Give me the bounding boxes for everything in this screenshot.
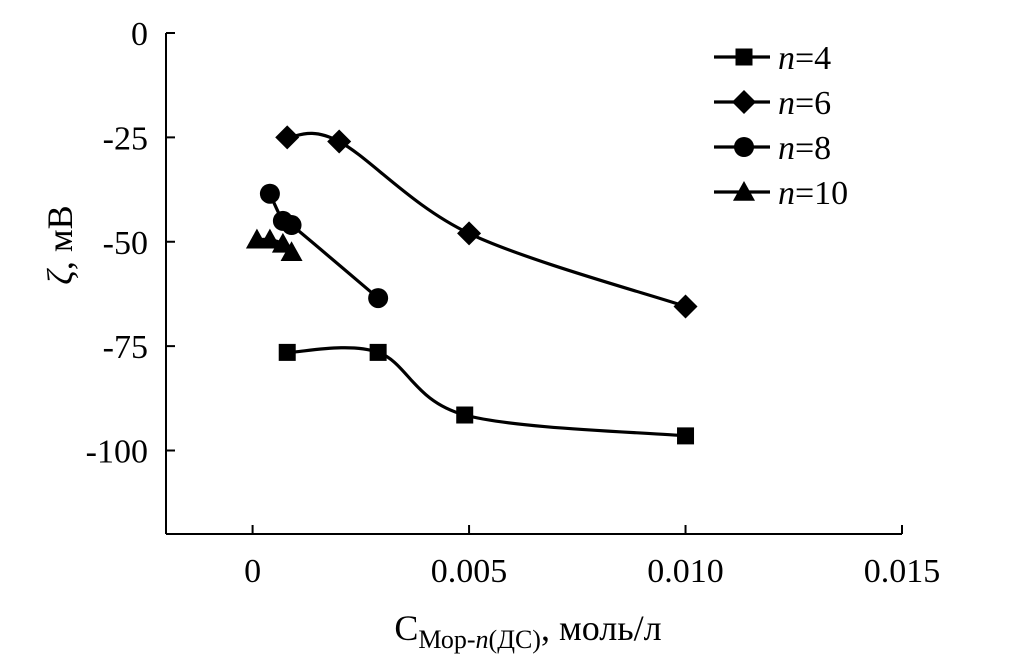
data-point-0 bbox=[677, 427, 695, 445]
legend-label-suffix: =6 bbox=[795, 85, 831, 122]
legend-label-prefix: n bbox=[778, 40, 795, 77]
data-point-3 bbox=[280, 241, 303, 261]
data-point-1 bbox=[457, 221, 482, 246]
data-point-3 bbox=[258, 228, 281, 249]
data-point-0 bbox=[456, 406, 474, 424]
y-axis-title-symbol: ζ bbox=[40, 268, 80, 285]
series-lines bbox=[256, 131, 687, 438]
legend-marker bbox=[735, 48, 753, 66]
x-tick-label: 0 bbox=[244, 553, 261, 590]
legend-label: n=6 bbox=[778, 85, 831, 122]
x-axis-title-sub-end: (ДС) bbox=[489, 625, 541, 654]
data-point-1 bbox=[275, 125, 300, 150]
series-line-1 bbox=[287, 131, 687, 308]
x-tick-label: 0.005 bbox=[431, 553, 508, 590]
data-point-0 bbox=[278, 343, 296, 361]
x-axis-title-rest: , моль/л bbox=[541, 608, 662, 648]
legend-item-2: n=8 bbox=[714, 130, 831, 167]
x-axis-title-sub-italic: n bbox=[476, 625, 489, 654]
y-tick-label: -75 bbox=[103, 329, 148, 366]
data-point-2 bbox=[259, 183, 280, 204]
y-tick-label: -100 bbox=[86, 434, 148, 471]
series-line-0 bbox=[287, 346, 686, 438]
x-axis-title-sub: Мор- bbox=[418, 625, 475, 654]
x-axis-title: CМор-n(ДС), моль/л bbox=[394, 608, 661, 654]
data-point-1 bbox=[327, 129, 352, 154]
x-tick-label: 0.015 bbox=[864, 553, 941, 590]
x-axis-title-main: C bbox=[394, 608, 418, 648]
data-point-2 bbox=[281, 215, 302, 236]
y-axis-title: ζ, мВ bbox=[40, 205, 80, 284]
legend-item-0: n=4 bbox=[714, 40, 831, 77]
legend-label-prefix: n bbox=[778, 130, 795, 167]
legend-label-suffix: =4 bbox=[795, 40, 831, 77]
series-markers bbox=[245, 125, 698, 445]
y-tick-label: -50 bbox=[103, 225, 148, 262]
legend-marker bbox=[734, 137, 754, 157]
x-tick-label: 0.010 bbox=[647, 553, 724, 590]
legend-label: n=8 bbox=[778, 130, 831, 167]
data-point-2 bbox=[368, 288, 389, 309]
legend-label: n=10 bbox=[778, 175, 848, 212]
legend: n=4n=6n=8n=10 bbox=[714, 40, 848, 212]
data-point-1 bbox=[673, 294, 698, 319]
legend-item-3: n=10 bbox=[714, 175, 848, 212]
legend-label: n=4 bbox=[778, 40, 831, 77]
data-point-0 bbox=[369, 343, 387, 361]
legend-label-prefix: n bbox=[778, 175, 795, 212]
axes: 0 -25 -50 -75 -100 0 0.005 0.010 0.015 bbox=[86, 16, 941, 590]
legend-marker bbox=[733, 181, 755, 201]
y-tick-label: -25 bbox=[103, 120, 148, 157]
legend-label-suffix: =10 bbox=[795, 175, 848, 212]
y-tick-label: 0 bbox=[131, 16, 148, 53]
y-axis-title-rest: , мВ bbox=[40, 205, 80, 270]
legend-label-prefix: n bbox=[778, 85, 795, 122]
legend-item-1: n=6 bbox=[714, 85, 831, 122]
legend-label-suffix: =8 bbox=[795, 130, 831, 167]
legend-marker bbox=[732, 90, 756, 114]
